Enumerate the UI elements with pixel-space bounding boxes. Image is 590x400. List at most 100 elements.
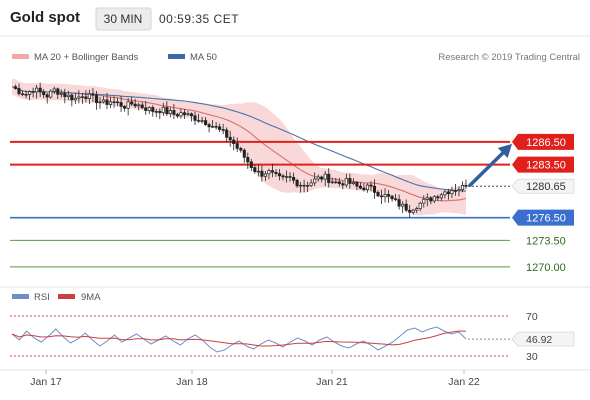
- candle-body: [313, 178, 317, 184]
- rsi-ma-legend-swatch: [58, 294, 75, 299]
- timeframe-badge[interactable]: [95, 7, 152, 31]
- candle: [464, 179, 468, 189]
- candle: [295, 178, 299, 188]
- candle: [239, 146, 243, 153]
- timestamp: 00:59:35 CET: [159, 12, 239, 26]
- candle: [369, 181, 373, 192]
- candle-body: [87, 93, 91, 99]
- candle-body: [73, 97, 77, 101]
- candle-body: [200, 120, 204, 122]
- candle-body: [13, 86, 18, 89]
- candle-body: [211, 126, 215, 128]
- candle-body: [246, 157, 250, 163]
- candle: [453, 184, 457, 196]
- candle-body: [351, 181, 355, 184]
- candle: [390, 194, 394, 202]
- candle: [436, 194, 440, 202]
- candle-body: [214, 126, 218, 128]
- candle: [351, 178, 355, 186]
- candle-body: [24, 94, 28, 96]
- support-price-tag: [512, 209, 574, 226]
- candle-body: [84, 96, 88, 99]
- resistance-price-label: 1283.50: [526, 160, 566, 172]
- rsi-last-label: 46.92: [526, 334, 552, 346]
- time-tick-label: Jan 21: [316, 376, 348, 388]
- time-tick-label: Jan 22: [448, 376, 480, 388]
- candle-body: [316, 176, 320, 180]
- candle: [313, 172, 317, 187]
- candle-body: [292, 177, 296, 181]
- candle-body: [253, 167, 257, 172]
- candle-body: [323, 173, 327, 180]
- candle-body: [387, 194, 391, 197]
- candle-body: [394, 198, 398, 200]
- ma50-line: [11, 86, 467, 192]
- candle: [98, 96, 102, 109]
- moving-averages: [11, 86, 467, 202]
- candle-body: [439, 194, 443, 199]
- candle-body: [295, 179, 299, 187]
- candle: [38, 82, 42, 97]
- candle-body: [369, 184, 373, 187]
- candle: [140, 101, 144, 110]
- candle: [66, 90, 70, 101]
- candle: [123, 104, 127, 112]
- candle-body: [225, 129, 229, 138]
- candle: [249, 159, 253, 171]
- candle: [270, 163, 274, 178]
- candle-body: [35, 87, 39, 93]
- candle: [228, 130, 232, 147]
- candlestick-series: [13, 82, 468, 218]
- candle: [362, 183, 366, 192]
- candle: [168, 107, 172, 118]
- support-price-label: 1276.50: [526, 213, 566, 225]
- candle: [126, 97, 130, 116]
- candle-body: [249, 161, 253, 168]
- candle-body: [284, 176, 289, 178]
- candle: [425, 193, 429, 207]
- target-price-label: 1270.00: [526, 262, 566, 274]
- ma50-legend-label: MA 50: [190, 52, 217, 63]
- last-price-tag: [511, 178, 575, 194]
- candle: [383, 188, 387, 203]
- rsi-ma-legend-label: 9MA: [81, 292, 101, 303]
- copyright-credit: Research © 2019 Trading Central: [438, 52, 580, 63]
- candle-body: [49, 90, 53, 98]
- candle: [31, 87, 35, 98]
- candle: [225, 127, 229, 143]
- candle-body: [327, 173, 331, 183]
- time-tick-label: Jan 18: [176, 376, 208, 388]
- candle: [91, 88, 95, 102]
- candle: [189, 112, 194, 122]
- candle: [56, 87, 60, 100]
- candle-body: [116, 101, 120, 104]
- candle-body: [302, 184, 306, 187]
- candle: [411, 208, 415, 215]
- candle-body: [401, 203, 405, 207]
- candle: [221, 123, 225, 135]
- candle: [161, 102, 165, 117]
- price-level-labels: 1286.50 1283.50 1280.65 1276.50 1273.50 1270.…: [511, 133, 575, 274]
- candle: [274, 169, 278, 177]
- arrow-head: [497, 143, 512, 159]
- candle: [144, 100, 148, 115]
- rsi-ma-line: [11, 330, 467, 347]
- time-axis: Jan 17 Jan 18 Jan 21 Jan 22: [30, 370, 480, 388]
- candle-body: [151, 107, 155, 112]
- candle: [24, 90, 28, 99]
- candle-body: [260, 170, 264, 177]
- candle: [330, 177, 334, 185]
- candle: [105, 92, 109, 110]
- candle-body: [355, 181, 359, 187]
- candle-body: [418, 202, 422, 209]
- candle: [460, 181, 465, 193]
- candle: [327, 168, 331, 188]
- candle-body: [453, 190, 457, 192]
- candle-body: [218, 126, 222, 130]
- candle: [256, 164, 260, 177]
- candle: [439, 193, 443, 202]
- candle-body: [242, 149, 246, 158]
- rsi-legend-label: RSI: [34, 292, 50, 303]
- candle: [211, 120, 215, 129]
